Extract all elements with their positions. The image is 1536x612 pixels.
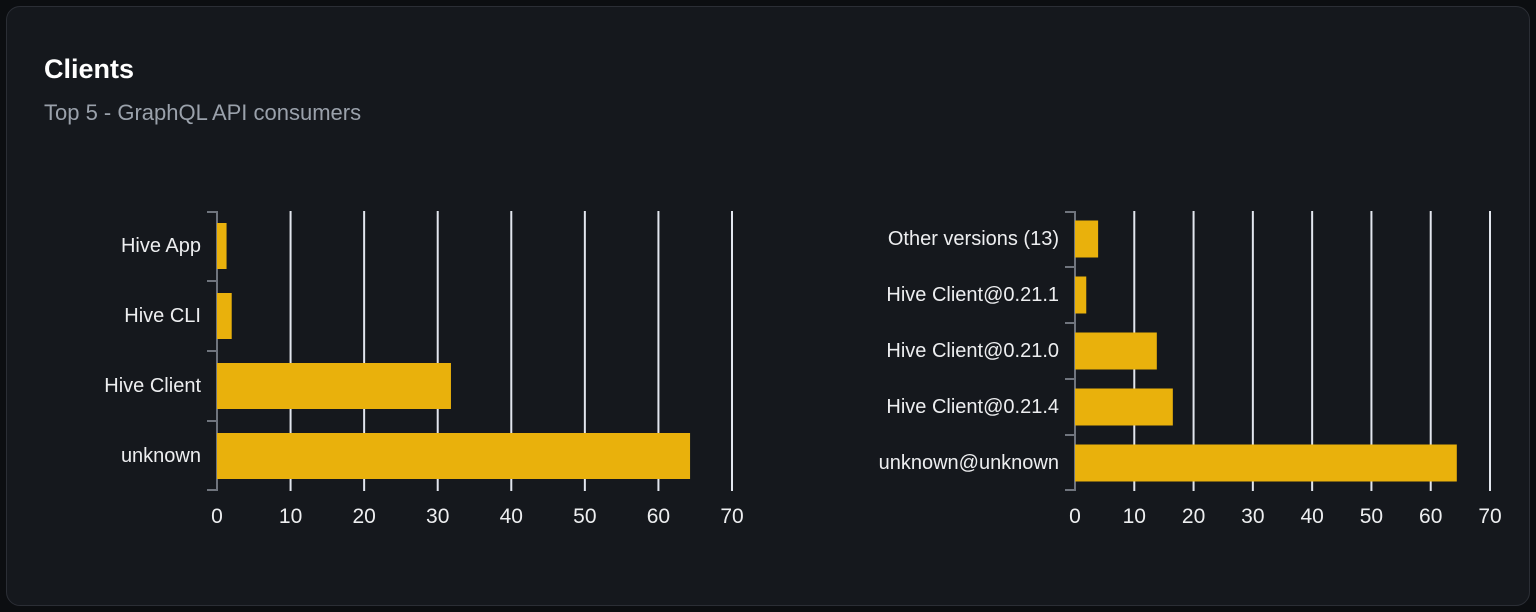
- x-tick-label: 10: [1123, 505, 1146, 528]
- bar-other-versions-13[interactable]: [1075, 220, 1099, 258]
- bar-hive-client-0-21-4[interactable]: [1075, 388, 1173, 426]
- y-category-label: unknown: [121, 445, 201, 467]
- clients-bar-chart: Hive App Hive CLI Hive Client unknown 0 10 20 3…: [104, 211, 744, 528]
- x-tick-label: 30: [1241, 505, 1264, 528]
- x-tick-label: 30: [426, 505, 449, 528]
- y-category-label: Hive CLI: [124, 305, 201, 327]
- x-tick-label: 0: [211, 505, 223, 528]
- x-tick-label: 10: [279, 505, 302, 528]
- x-tick-label: 50: [1360, 505, 1383, 528]
- y-category-label: Hive Client@0.21.0: [886, 340, 1059, 362]
- client-versions-bar-chart: Other versions (13) Hive Client@0.21.1 Hiv…: [879, 211, 1502, 528]
- y-category-label: Hive App: [121, 235, 201, 257]
- x-tick-label: 20: [352, 505, 375, 528]
- x-tick-label: 60: [1419, 505, 1442, 528]
- x-tick-label: 40: [500, 505, 523, 528]
- bar-hive-client-0-21-1[interactable]: [1075, 276, 1087, 314]
- y-category-label: Hive Client@0.21.4: [886, 396, 1059, 418]
- x-tick-label: 70: [1478, 505, 1501, 528]
- x-tick-label: 40: [1300, 505, 1323, 528]
- bar-unknown[interactable]: [217, 433, 691, 479]
- y-category-label: Other versions (13): [888, 228, 1059, 250]
- clients-card: Clients Top 5 - GraphQL API consumers Hi…: [6, 6, 1530, 606]
- y-category-label: unknown@unknown: [879, 452, 1059, 474]
- bar-hive-client-0-21-0[interactable]: [1075, 332, 1157, 370]
- card-header: Clients Top 5 - GraphQL API consumers: [44, 54, 362, 126]
- x-tick-label: 20: [1182, 505, 1205, 528]
- bar-hive-app[interactable]: [217, 223, 227, 269]
- x-tick-label: 70: [720, 505, 743, 528]
- bar-unknown-unknown[interactable]: [1075, 444, 1457, 482]
- x-tick-label: 60: [647, 505, 670, 528]
- y-category-label: Hive Client@0.21.1: [886, 284, 1059, 306]
- x-tick-label: 50: [573, 505, 596, 528]
- card-title: Clients: [44, 54, 135, 84]
- y-axis-line: [1065, 211, 1076, 491]
- bar-hive-cli[interactable]: [217, 293, 232, 339]
- x-tick-label: 0: [1069, 505, 1081, 528]
- y-category-label: Hive Client: [104, 375, 201, 397]
- card-subtitle: Top 5 - GraphQL API consumers: [44, 99, 362, 125]
- bar-hive-client[interactable]: [217, 363, 451, 409]
